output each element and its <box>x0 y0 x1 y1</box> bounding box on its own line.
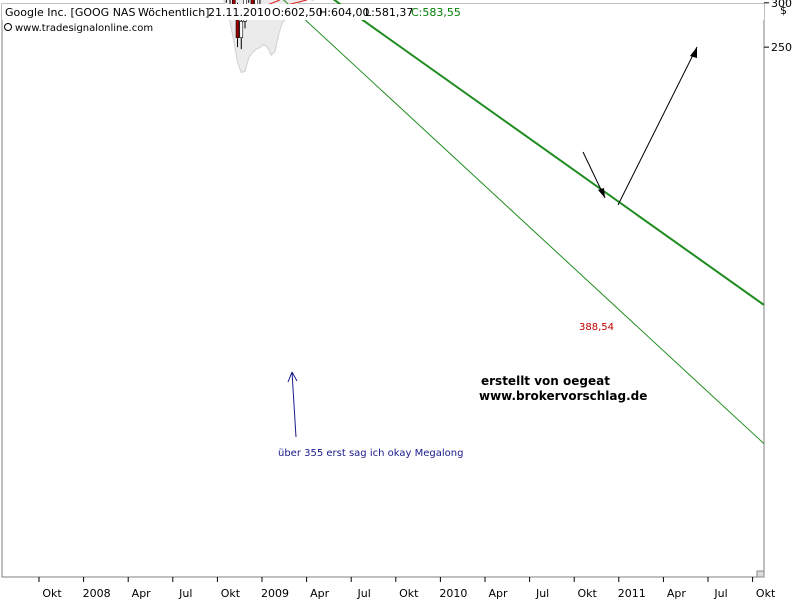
high-label: H:604,00 <box>319 6 369 19</box>
x-tick-label: 2011 <box>618 587 646 600</box>
symbol-label: Google Inc. [GOOG NAS <box>5 6 135 19</box>
x-tick-label: 2008 <box>83 587 111 600</box>
x-tick-label: Jul <box>713 587 727 600</box>
open-label: O:602,50 <box>272 6 323 19</box>
x-tick-label: 2009 <box>261 587 289 600</box>
x-tick-label: Okt <box>399 587 419 600</box>
x-tick-label: Okt <box>756 587 776 600</box>
watermark-line1: erstellt von oegeat <box>481 374 610 388</box>
copyright-icon <box>4 23 12 31</box>
x-tick-label: Okt <box>221 587 241 600</box>
x-tick-label: Jul <box>357 587 371 600</box>
annotation-pointer <box>287 371 298 438</box>
low-label: L:581,37 <box>365 6 413 19</box>
x-tick-label: Okt <box>42 587 62 600</box>
trendline-2 <box>283 0 765 445</box>
arrow-head-down <box>598 188 605 198</box>
x-tick-label: Apr <box>310 587 330 600</box>
currency-label: $ <box>780 4 787 17</box>
close-label: C:583,55 <box>411 6 461 19</box>
annotation-text: über 355 erst sag ich okay Megalong <box>278 448 463 459</box>
y-axis: 250300350400450500550600650700750800 <box>764 0 792 54</box>
x-tick-label: Okt <box>578 587 598 600</box>
source-label: www.tradesignalonline.com <box>15 23 153 34</box>
y-tick-label: 250 <box>771 41 792 54</box>
scroll-corner[interactable] <box>756 570 765 578</box>
trendline-1 <box>332 0 765 306</box>
period-label: Wöchentlich] <box>138 6 209 19</box>
y-tick-label: 300 <box>771 0 792 10</box>
candle-body <box>254 0 259 5</box>
x-axis: Okt 2008 Apr Jul Okt 2009 Apr Jul Okt 2010 Apr Jul O… <box>38 577 776 600</box>
x-tick-label: Apr <box>488 587 508 600</box>
x-tick-label: Jul <box>535 587 549 600</box>
date-label: 21.11.2010 <box>208 6 271 19</box>
x-tick-label: Jul <box>178 587 192 600</box>
support-label: 388,54 <box>579 322 614 333</box>
x-tick-label: Apr <box>132 587 152 600</box>
arrow-head-up <box>690 47 697 58</box>
forecast-arrows <box>582 46 698 206</box>
chart-header: Google Inc. [GOOG NAS Wöchentlich] 21.11… <box>2 4 787 34</box>
candle-body <box>250 0 255 5</box>
forecast-arrow-up <box>617 46 698 206</box>
x-tick-label: Apr <box>667 587 687 600</box>
plot-area <box>1 3 765 578</box>
x-tick-label: 2010 <box>439 587 467 600</box>
candle-body <box>239 21 244 38</box>
header-bar <box>2 4 764 20</box>
watermark-line2: www.brokervorschlag.de <box>479 389 647 403</box>
